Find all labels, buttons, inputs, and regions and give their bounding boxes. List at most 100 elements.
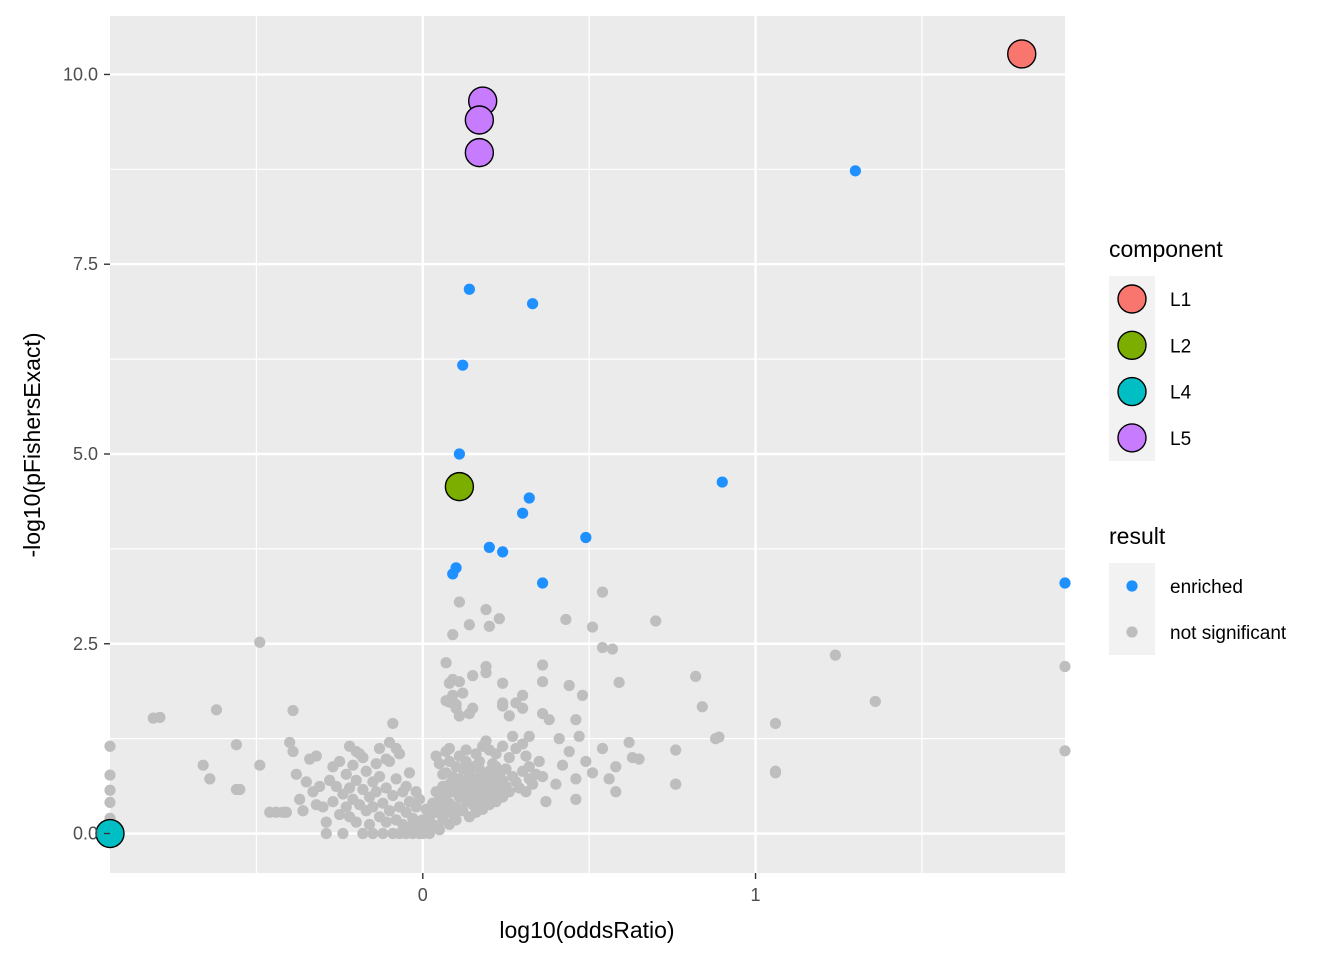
data-point-not-significant bbox=[393, 748, 406, 760]
data-point-not-significant bbox=[370, 786, 382, 798]
y-tick-label: 7.5 bbox=[73, 254, 98, 274]
major-gridlines bbox=[110, 16, 1065, 873]
data-point-not-significant bbox=[457, 687, 469, 699]
component-points bbox=[95, 39, 1037, 849]
data-point-enriched bbox=[447, 568, 459, 580]
data-point-not-significant bbox=[580, 755, 592, 768]
data-point-not-significant bbox=[453, 710, 465, 722]
data-point-not-significant bbox=[453, 676, 465, 688]
data-point-not-significant bbox=[500, 763, 512, 775]
data-point-not-significant bbox=[713, 731, 725, 743]
data-point-not-significant bbox=[467, 702, 479, 714]
data-point-enriched bbox=[453, 448, 465, 460]
data-point-enriched bbox=[536, 577, 549, 589]
data-point-not-significant bbox=[447, 629, 459, 641]
data-point-not-significant bbox=[610, 761, 622, 773]
data-point-not-significant bbox=[483, 620, 495, 632]
data-point-not-significant bbox=[487, 758, 499, 770]
y-tick-label: 2.5 bbox=[73, 634, 98, 654]
data-point-not-significant bbox=[373, 742, 386, 755]
data-point-not-significant bbox=[413, 793, 426, 805]
data-point-not-significant bbox=[373, 770, 386, 783]
data-point-not-significant bbox=[317, 801, 329, 813]
data-point-not-significant bbox=[596, 742, 609, 755]
data-point-not-significant bbox=[560, 613, 572, 626]
data-point-not-significant bbox=[333, 808, 346, 821]
data-point-not-significant bbox=[493, 613, 505, 625]
data-point-not-significant bbox=[536, 676, 549, 688]
data-point-not-significant bbox=[327, 796, 339, 808]
data-point-not-significant bbox=[320, 827, 332, 840]
data-point-not-significant bbox=[350, 774, 362, 786]
data-point-not-significant bbox=[104, 769, 116, 781]
data-point-not-significant bbox=[450, 814, 462, 826]
data-point-not-significant bbox=[563, 679, 575, 692]
data-point-not-significant bbox=[284, 736, 296, 749]
not-significant-points bbox=[104, 586, 1071, 840]
data-point-not-significant bbox=[473, 755, 485, 768]
data-point-not-significant bbox=[357, 783, 369, 796]
data-point-not-significant bbox=[1059, 660, 1071, 673]
y-tick-label: 10.0 bbox=[63, 64, 98, 84]
data-point-not-significant bbox=[696, 701, 708, 713]
y-axis: 0.0 2.5 5.0 7.5 10.0 bbox=[63, 64, 110, 844]
x-axis-title: log10(oddsRatio) bbox=[499, 917, 674, 943]
data-point-not-significant bbox=[869, 695, 881, 708]
data-point-not-significant bbox=[573, 730, 585, 742]
data-point-not-significant bbox=[517, 738, 529, 750]
data-point-not-significant bbox=[490, 748, 502, 760]
data-point-not-significant bbox=[254, 636, 266, 648]
data-point-not-significant bbox=[347, 759, 359, 771]
data-point-not-significant bbox=[104, 740, 116, 752]
data-point-not-significant bbox=[453, 596, 465, 608]
data-point-enriched bbox=[526, 298, 539, 310]
data-point-not-significant bbox=[363, 818, 376, 831]
data-point-not-significant bbox=[230, 739, 243, 751]
data-point-not-significant bbox=[586, 621, 599, 633]
data-point-not-significant bbox=[550, 778, 562, 790]
data-point-not-significant bbox=[300, 776, 312, 788]
data-point-not-significant bbox=[613, 676, 625, 689]
data-point-enriched bbox=[580, 531, 592, 544]
data-point-not-significant bbox=[563, 745, 575, 758]
data-point-not-significant bbox=[623, 736, 635, 749]
data-point-not-significant bbox=[390, 773, 402, 785]
legend-key-enriched bbox=[1126, 580, 1138, 592]
data-point-not-significant bbox=[350, 816, 362, 828]
data-point-not-significant bbox=[380, 782, 392, 794]
data-point-not-significant bbox=[433, 824, 446, 836]
legend-key-background bbox=[1109, 563, 1155, 655]
data-point-enriched bbox=[517, 507, 529, 519]
data-point-not-significant bbox=[606, 643, 619, 655]
y-axis-title: -log10(pFishersExact) bbox=[19, 333, 45, 558]
y-tick-label: 0.0 bbox=[73, 824, 98, 844]
data-point-not-significant bbox=[503, 710, 515, 722]
data-point-not-significant bbox=[287, 704, 299, 717]
data-point-not-significant bbox=[340, 801, 352, 813]
data-point-not-significant bbox=[497, 700, 509, 712]
data-point-not-significant bbox=[523, 730, 535, 742]
data-point-not-significant bbox=[497, 677, 509, 689]
data-point-not-significant bbox=[294, 793, 306, 805]
data-point-not-significant bbox=[497, 740, 509, 752]
data-point-not-significant bbox=[576, 689, 589, 701]
data-point-not-significant bbox=[440, 657, 452, 669]
data-point-not-significant bbox=[357, 752, 369, 764]
legend-key-l4 bbox=[1117, 376, 1147, 407]
data-point-not-significant bbox=[337, 827, 349, 840]
legend-title-result: result bbox=[1109, 523, 1166, 549]
data-point-not-significant bbox=[387, 789, 399, 802]
data-point-enriched bbox=[716, 476, 728, 488]
data-point-not-significant bbox=[443, 742, 456, 755]
legend-label-l1: L1 bbox=[1170, 290, 1191, 311]
data-point-not-significant bbox=[377, 797, 389, 809]
data-point-not-significant bbox=[480, 603, 492, 616]
minor-gridlines bbox=[110, 16, 1065, 873]
y-tick-label: 5.0 bbox=[73, 444, 98, 464]
x-tick-label: 0 bbox=[418, 885, 428, 905]
data-point-not-significant bbox=[829, 649, 842, 661]
data-point-component-l1 bbox=[1007, 39, 1037, 69]
data-point-not-significant bbox=[467, 670, 479, 682]
data-point-not-significant bbox=[314, 780, 326, 793]
